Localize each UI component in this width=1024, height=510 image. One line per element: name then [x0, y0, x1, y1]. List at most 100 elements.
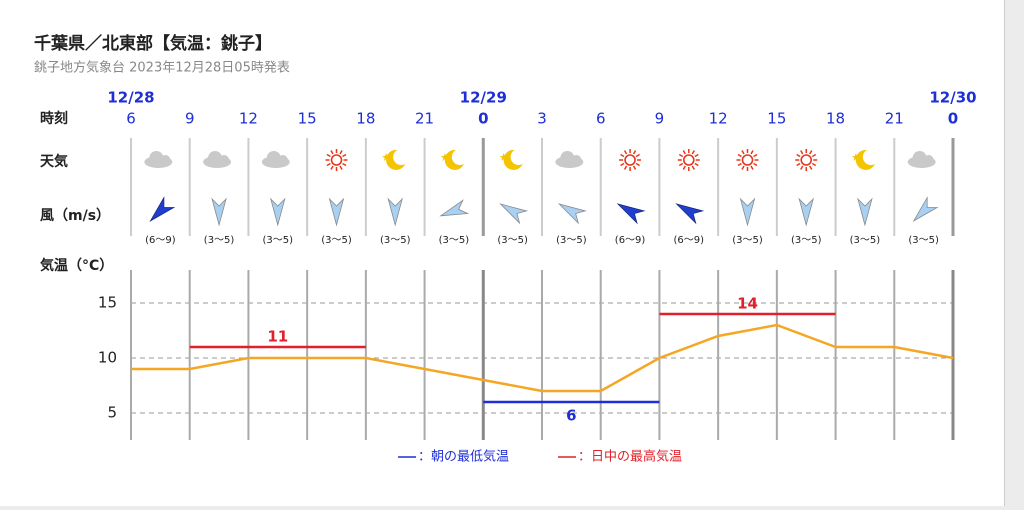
arrow	[739, 197, 756, 227]
date-label: 12/29	[460, 89, 507, 107]
date-label: 12/30	[929, 89, 976, 107]
weather-icon	[440, 149, 464, 170]
wind-arrow	[857, 197, 873, 227]
wind-arrow	[149, 196, 176, 222]
sun-ray	[811, 153, 817, 158]
wind-arrow	[439, 199, 470, 217]
sun-ray	[330, 150, 334, 155]
wind-label: (3〜5)	[556, 235, 587, 246]
sun-ray	[809, 150, 813, 155]
cloud	[923, 155, 934, 165]
row-label: 天気	[40, 153, 68, 170]
sun-ray	[623, 165, 628, 170]
sun-ray	[809, 165, 813, 170]
sun-ray	[750, 165, 754, 170]
wind-arrow	[675, 203, 705, 225]
wind-label: (3〜5)	[791, 235, 822, 246]
sun-ray	[326, 162, 331, 167]
wind-label: (3〜5)	[850, 235, 881, 246]
weather-icon	[736, 149, 759, 171]
weather-icon	[499, 149, 523, 170]
row-label: 気温（°C）	[40, 257, 113, 274]
cloud	[277, 155, 288, 165]
weather-icon	[795, 149, 818, 171]
sun	[682, 154, 695, 166]
wind-arrow	[739, 197, 756, 227]
cloud	[912, 151, 927, 165]
date-label: 12/28	[107, 89, 154, 107]
weather-icon	[203, 151, 232, 168]
sun-ray	[339, 165, 343, 170]
cloud	[560, 151, 575, 165]
star	[499, 153, 508, 161]
wind-label: (3〜5)	[204, 235, 235, 246]
wind-label: (6〜9)	[145, 235, 176, 246]
sun-ray	[741, 150, 745, 155]
arrow	[211, 197, 227, 227]
sun-ray	[682, 165, 686, 170]
weather-icon	[555, 151, 584, 168]
sun-ray	[632, 165, 637, 170]
wind-arrow	[270, 197, 286, 227]
sun-ray	[330, 165, 334, 170]
sun-ray	[691, 165, 695, 170]
hour-label: 12	[709, 110, 728, 128]
star	[382, 153, 391, 161]
arrow	[439, 199, 470, 217]
wind-label: (3〜5)	[908, 235, 939, 246]
card: 千葉県／北東部【気温：銚子】 銚子地方気象台 2023年12月28日05時発表 …	[0, 0, 1005, 506]
sun-ray	[632, 150, 637, 155]
sun-ray	[620, 153, 625, 158]
weather-icon	[851, 149, 875, 170]
cloud	[266, 151, 281, 165]
sun-ray	[339, 150, 343, 155]
arrow	[912, 196, 939, 222]
hour-label: 0	[478, 110, 488, 128]
cloud	[219, 155, 230, 165]
sun-ray	[326, 153, 331, 158]
arrow	[557, 203, 587, 225]
sun	[330, 154, 343, 166]
weather-icon	[325, 149, 348, 171]
arrow	[675, 203, 705, 225]
sun-ray	[635, 153, 640, 158]
sun-ray	[342, 153, 347, 158]
range-value: 6	[566, 407, 576, 425]
weather-icon	[907, 151, 936, 168]
star	[440, 153, 449, 161]
hour-label: 3	[537, 110, 547, 128]
sun-ray	[678, 153, 684, 158]
row-label: 風（m/s）	[40, 208, 110, 224]
hour-label: 9	[655, 110, 665, 128]
wind-label: (3〜5)	[439, 235, 470, 246]
sun-ray	[753, 153, 758, 158]
hour-label: 18	[826, 110, 845, 128]
cloud	[149, 151, 164, 165]
temperature-line	[131, 323, 954, 393]
y-tick-label: 10	[98, 349, 117, 367]
arrow	[857, 197, 873, 227]
arrow	[270, 197, 286, 227]
hour-label: 15	[767, 110, 786, 128]
hour-label: 12	[239, 110, 258, 128]
y-tick-label: 5	[107, 404, 117, 422]
wind-arrow	[211, 197, 227, 227]
hour-label: 18	[356, 110, 375, 128]
sun-ray	[796, 153, 801, 158]
sun-ray	[635, 162, 640, 167]
wind-label: (3〜5)	[497, 235, 528, 246]
arrow	[798, 197, 814, 227]
arrow	[387, 197, 403, 227]
cloud	[160, 155, 171, 165]
wind-arrow	[387, 197, 403, 227]
hour-label: 9	[185, 110, 195, 128]
wind-label: (3〜5)	[321, 235, 352, 246]
moon	[444, 149, 464, 170]
star	[851, 153, 860, 161]
wind-arrow	[557, 203, 587, 225]
forecast: 千葉県／北東部【気温：銚子】 銚子地方気象台 2023年12月28日05時発表 …	[34, 33, 977, 465]
hour-label: 15	[298, 110, 317, 128]
wind-label: (6〜9)	[674, 235, 705, 246]
sun-ray	[737, 162, 742, 167]
